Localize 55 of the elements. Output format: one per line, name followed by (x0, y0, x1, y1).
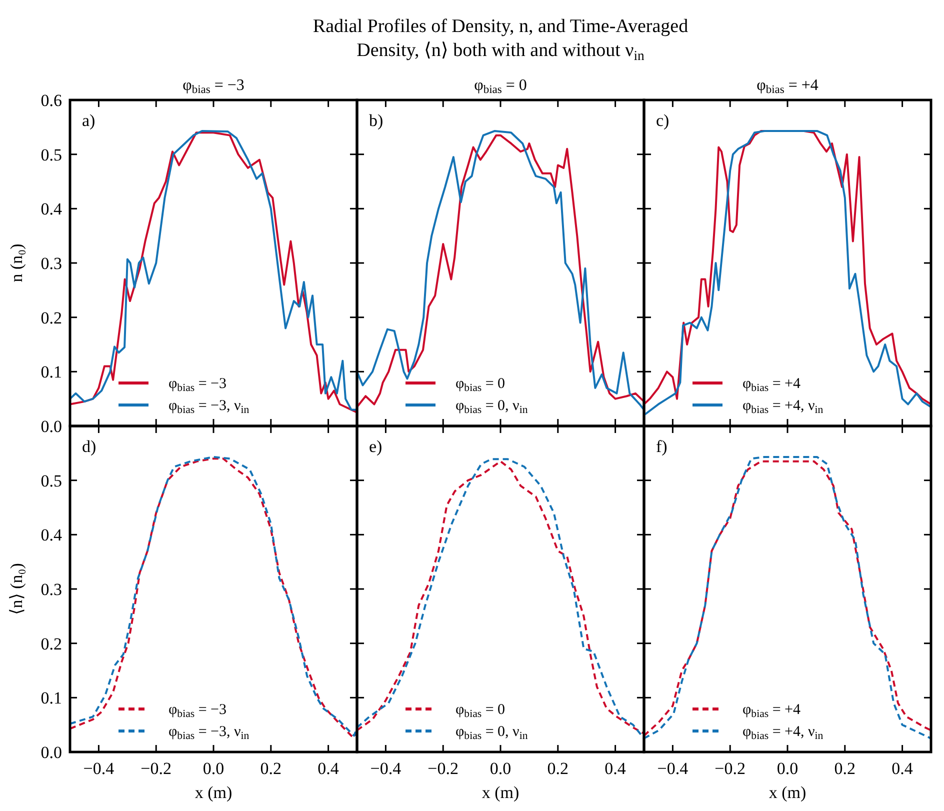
x-tick-label: 0.0 (202, 759, 224, 778)
y-tick-label: 0.5 (40, 145, 62, 164)
y-tick-label: 0.4 (40, 200, 62, 219)
y-tick-label: 0.5 (40, 471, 62, 490)
y-tick-label: 0.4 (40, 526, 62, 545)
x-tick-label: −0.4 (657, 759, 689, 778)
x-tick-label: 0.4 (318, 759, 340, 778)
chart-title: φ$_{bias}$ = 0 (474, 77, 527, 96)
y-axis-title: ⟨n⟩ (n₀) (7, 563, 26, 615)
x-axis-title: x (m) (194, 783, 232, 802)
legend-label: φ$_{bias}$ = 0, ν$_{in}$ (456, 724, 528, 742)
annotation: f) (656, 437, 668, 456)
x-tick-label: −0.4 (83, 759, 115, 778)
y-tick-label: 0.0 (40, 743, 62, 762)
legend-label: φ$_{bias}$ = −3 (168, 376, 226, 394)
x-tick-label: 0.4 (892, 759, 914, 778)
legend-label: φ$_{bias}$ = 0 (456, 702, 506, 720)
x-tick-label: 0.0 (490, 759, 512, 778)
x-tick-label: 0.4 (604, 759, 626, 778)
legend-label: φ$_{bias}$ = 0, ν$_{in}$ (456, 398, 528, 416)
y-axis-title: n (n₀) (7, 244, 26, 282)
legend-label: φ$_{bias}$ = 0 (456, 376, 506, 394)
legend-label: φ$_{bias}$ = −3, ν$_{in}$ (168, 398, 250, 416)
x-axis-title: x (m) (482, 783, 520, 802)
y-tick-label: 0.3 (40, 254, 62, 273)
y-tick-label: 0.1 (40, 362, 62, 382)
x-tick-label: 0.0 (776, 759, 798, 778)
x-axis-title: x (m) (768, 783, 806, 802)
y-tick-label: 0.0 (40, 417, 62, 436)
y-tick-label: 0.2 (40, 634, 62, 654)
y-tick-label: 0.3 (40, 580, 62, 599)
legend-label: φ$_{bias}$ = +4, ν$_{in}$ (742, 724, 824, 742)
chart-title: φ$_{bias}$ = −3 (182, 77, 244, 96)
legend-label: φ$_{bias}$ = −3, ν$_{in}$ (168, 724, 250, 742)
x-tick-label: −0.4 (370, 759, 402, 778)
y-tick-label: 0.6 (40, 91, 62, 110)
y-tick-label: 0.2 (40, 308, 62, 328)
x-tick-label: −0.2 (428, 759, 459, 778)
annotation: a) (82, 111, 96, 130)
legend-label: φ$_{bias}$ = +4 (742, 702, 801, 720)
annotation: b) (369, 111, 384, 130)
y-tick-label: 0.1 (40, 688, 62, 708)
legend-label: φ$_{bias}$ = +4 (742, 376, 801, 394)
annotation: e) (369, 437, 382, 456)
x-tick-label: 0.2 (260, 759, 282, 778)
x-tick-label: −0.2 (714, 759, 746, 778)
annotation: c) (656, 111, 670, 130)
legend-label: φ$_{bias}$ = −3 (168, 702, 226, 720)
x-tick-label: 0.2 (834, 759, 856, 778)
legend-label: φ$_{bias}$ = +4, ν$_{in}$ (742, 398, 824, 416)
x-tick-label: −0.2 (140, 759, 172, 778)
text: Radial Profiles of Density, n, and Time-Averaged Density, ⟨n⟩ both with and without ν$_{in}$ (312, 16, 689, 62)
annotation: d) (82, 437, 96, 456)
chart-title: φ$_{bias}$ = +4 (756, 77, 818, 96)
x-tick-label: 0.2 (547, 759, 569, 778)
